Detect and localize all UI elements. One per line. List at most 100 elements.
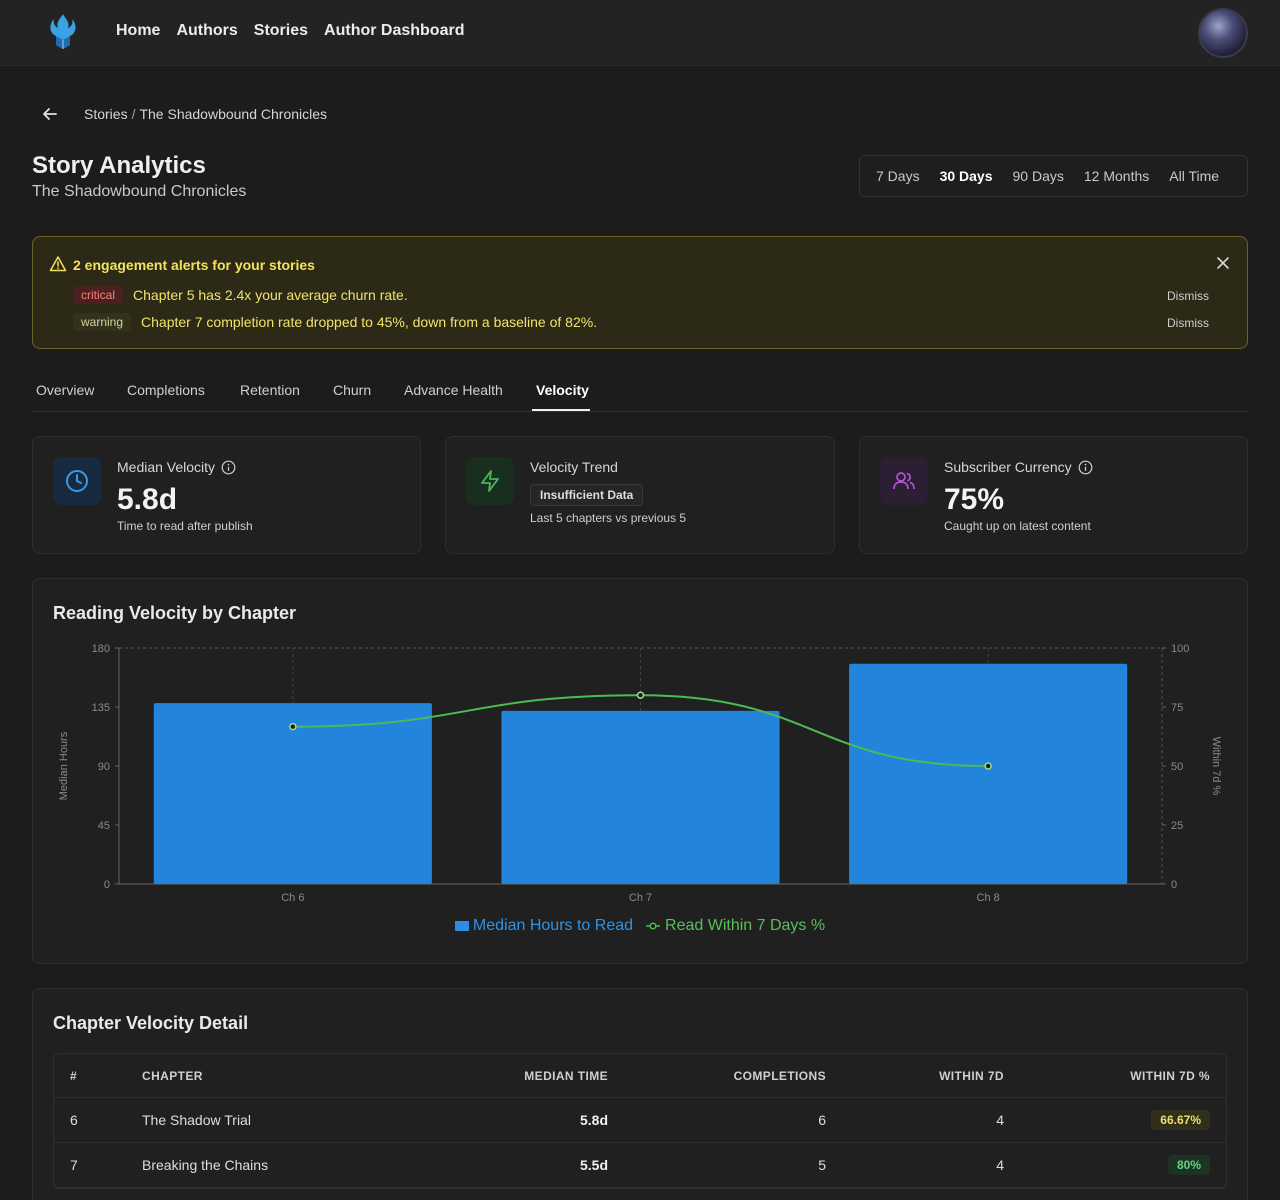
col-number: # — [70, 1069, 78, 1083]
tab-completions[interactable]: Completions — [127, 382, 205, 398]
chart-legend: Median Hours to Read Read Within 7 Days … — [33, 917, 1247, 935]
dismiss-button[interactable]: Dismiss — [1167, 289, 1209, 303]
insufficient-data-badge: Insufficient Data — [530, 484, 644, 506]
subscriber-currency-card: Subscriber Currency 75% Caught up on lat… — [859, 436, 1248, 554]
active-tab-indicator — [532, 409, 590, 411]
y-tick-label: 45 — [98, 820, 110, 832]
y2-axis-label: Within 7d % — [1210, 737, 1222, 796]
range-12-months[interactable]: 12 Months — [1083, 168, 1150, 184]
x-tick-label: Ch 6 — [281, 892, 304, 904]
col-median-time: MEDIAN TIME — [524, 1069, 608, 1083]
legend-line[interactable]: Read Within 7 Days % — [645, 917, 825, 935]
legend-bar-swatch — [454, 921, 469, 931]
row-within-7d: 4 — [996, 1112, 1004, 1128]
legend-bars-label: Median Hours to Read — [472, 917, 634, 934]
logo-icon[interactable] — [46, 12, 80, 50]
y2-tick-label: 50 — [1171, 761, 1183, 773]
nav-author-dashboard[interactable]: Author Dashboard — [324, 22, 465, 39]
col-within-7d: WITHIN 7D — [939, 1069, 1004, 1083]
table-row[interactable]: 7 Breaking the Chains 5.5d 5 4 80% — [54, 1143, 1226, 1188]
y-tick-label: 0 — [104, 879, 110, 891]
info-icon[interactable] — [221, 460, 236, 475]
page-title: Story Analytics — [32, 152, 206, 179]
critical-badge: critical — [73, 286, 124, 304]
y-tick-label: 90 — [98, 761, 110, 773]
line-point[interactable] — [636, 691, 645, 699]
nav-home[interactable]: Home — [116, 22, 161, 39]
tab-velocity[interactable]: Velocity — [536, 382, 589, 398]
y-tick-label: 180 — [92, 643, 110, 655]
analytics-tabs: Overview Completions Retention Churn Adv… — [32, 380, 1248, 412]
chapter-velocity-table: # CHAPTER MEDIAN TIME COMPLETIONS WITHIN… — [53, 1053, 1227, 1189]
nav-authors[interactable]: Authors — [176, 22, 238, 39]
line-point[interactable] — [289, 722, 297, 731]
tab-churn[interactable]: Churn — [333, 382, 372, 398]
bar[interactable] — [849, 663, 1128, 884]
line-point[interactable] — [984, 762, 992, 770]
row-within-7d: 4 — [996, 1157, 1004, 1173]
table-header-row: # CHAPTER MEDIAN TIME COMPLETIONS WITHIN… — [54, 1054, 1226, 1098]
lightning-icon — [466, 457, 514, 505]
row-chapter: Breaking the Chains — [142, 1157, 269, 1173]
user-avatar[interactable] — [1198, 8, 1248, 58]
subscriber-currency-value: 75% — [944, 483, 1005, 516]
page-subtitle: The Shadowbound Chronicles — [32, 183, 247, 200]
velocity-trend-card: Velocity Trend Insufficient Data Last 5 … — [445, 436, 835, 554]
clock-icon — [53, 457, 101, 505]
legend-line-label: Read Within 7 Days % — [665, 917, 826, 934]
legend-bars[interactable]: Median Hours to Read — [454, 917, 634, 935]
y2-tick-label: 0 — [1171, 879, 1177, 891]
col-completions: COMPLETIONS — [733, 1069, 826, 1083]
col-chapter: CHAPTER — [142, 1069, 203, 1083]
warning-icon — [49, 256, 67, 272]
range-90-days[interactable]: 90 Days — [1012, 168, 1064, 184]
breadcrumb: Stories / The Shadowbound Chronicles — [84, 106, 327, 122]
bar[interactable] — [501, 710, 780, 884]
tab-overview[interactable]: Overview — [36, 382, 95, 398]
chapter-velocity-detail-card: Chapter Velocity Detail # CHAPTER MEDIAN… — [32, 988, 1248, 1200]
row-within-7d-pct: 66.67% — [1151, 1110, 1210, 1130]
reading-velocity-chart-card: Reading Velocity by Chapter 0 45 90 135 180 0… — [32, 578, 1248, 964]
alerts-title: 2 engagement alerts for your stories — [73, 257, 315, 273]
range-all-time[interactable]: All Time — [1169, 168, 1220, 184]
row-completions: 6 — [818, 1112, 826, 1128]
median-velocity-card: Median Velocity 5.8d Time to read after … — [32, 436, 421, 554]
row-within-7d-pct: 80% — [1167, 1155, 1210, 1175]
info-icon[interactable] — [1078, 460, 1093, 475]
velocity-trend-sub: Last 5 chapters vs previous 5 — [530, 511, 687, 525]
dismiss-button[interactable]: Dismiss — [1167, 316, 1209, 330]
bar[interactable] — [153, 703, 432, 884]
subscriber-currency-sub: Caught up on latest content — [944, 519, 1091, 533]
breadcrumb-stories[interactable]: Stories — [84, 106, 128, 122]
row-number: 6 — [70, 1112, 78, 1128]
velocity-chart: 0 45 90 135 180 0 25 50 75 100 Median Hours Within … — [58, 643, 1222, 904]
range-7-days[interactable]: 7 Days — [876, 168, 920, 184]
row-number: 7 — [70, 1157, 78, 1173]
y-tick-label: 135 — [92, 702, 110, 714]
top-navigation-bar: Home Authors Stories Author Dashboard — [0, 0, 1280, 66]
nav-stories[interactable]: Stories — [253, 22, 309, 39]
alert-item: warning Chapter 7 completion rate droppe… — [73, 312, 597, 332]
breadcrumb-separator: / — [131, 106, 136, 122]
close-icon[interactable] — [1213, 253, 1233, 273]
main-nav: Home Authors Stories Author Dashboard — [116, 22, 464, 40]
tab-advance-health[interactable]: Advance Health — [404, 382, 503, 398]
stat-label: Subscriber Currency — [944, 459, 1093, 475]
y2-tick-label: 100 — [1171, 643, 1189, 655]
users-icon — [880, 457, 928, 505]
y-axis-label: Median Hours — [58, 731, 70, 800]
x-tick-label: Ch 7 — [629, 892, 652, 904]
breadcrumb-current: The Shadowbound Chronicles — [139, 106, 328, 122]
engagement-alerts-banner: 2 engagement alerts for your stories cri… — [32, 236, 1248, 349]
tab-retention[interactable]: Retention — [240, 382, 300, 398]
median-velocity-sub: Time to read after publish — [117, 519, 253, 533]
date-range-selector: 7 Days 30 Days 90 Days 12 Months All Tim… — [859, 155, 1248, 197]
table-row[interactable]: 6 The Shadow Trial 5.8d 6 4 66.67% — [54, 1098, 1226, 1143]
back-arrow-icon[interactable] — [40, 104, 60, 124]
x-tick-label: Ch 8 — [977, 892, 1000, 904]
y2-tick-label: 75 — [1171, 702, 1183, 714]
y2-tick-label: 25 — [1171, 820, 1183, 832]
row-median-time: 5.5d — [579, 1157, 608, 1173]
subscriber-currency-label: Subscriber Currency — [944, 459, 1072, 475]
range-30-days[interactable]: 30 Days — [939, 168, 993, 184]
